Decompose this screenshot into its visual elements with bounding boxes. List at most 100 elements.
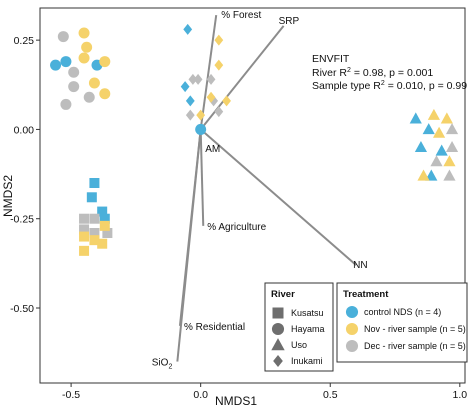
point-diamond-26	[206, 91, 216, 103]
vector-label-3: NN	[353, 260, 367, 271]
legend-treatment-label-1: Nov - river sample (n = 5)	[364, 324, 466, 334]
legend-treatment-label-2: Dec - river sample (n = 5)	[364, 341, 466, 351]
y-tick-label-1: -0.25	[10, 214, 34, 226]
point-triangle-54	[445, 140, 459, 153]
point-diamond-20	[206, 73, 216, 85]
vector-1	[199, 25, 285, 131]
legend-treatment-title: Treatment	[343, 289, 389, 300]
point-square-32	[99, 213, 110, 224]
point-triangle-56	[443, 169, 456, 181]
point-triangle-53	[445, 123, 459, 135]
vector-labels: % Forest SRP AM NN % Agriculture % Residentia…	[152, 10, 368, 370]
legend-river-key-diamond	[273, 354, 283, 368]
envfit-river-stat: River R2 = 0.98, p = 0.001	[312, 67, 433, 79]
legend-river: River Kusatsu Hayama Uso Inukami	[264, 282, 334, 372]
legend-river-label-3: Inukami	[291, 356, 323, 366]
point-diamond-17	[185, 95, 195, 107]
point-diamond-19	[193, 73, 203, 85]
x-tick-label-3: 1.0	[453, 389, 468, 401]
legend-treatment: Treatment control NDS (n = 4) Nov - river…	[336, 282, 468, 363]
legend-river-label-0: Kusatsu	[291, 308, 324, 318]
point-triangle-47	[425, 169, 438, 181]
point-triangle-44	[422, 123, 435, 135]
vector-label-6: SiO2	[152, 358, 173, 371]
point-diamond-22	[214, 106, 224, 118]
point-square-35	[89, 213, 100, 224]
point-diamond-16	[180, 81, 190, 93]
point-square-34	[79, 224, 90, 235]
point-triangle-45	[414, 140, 428, 153]
x-tick-label-0: -0.5	[62, 389, 80, 401]
vector-label-5: % Residential	[184, 322, 245, 333]
point-circle-7	[60, 98, 72, 110]
vector-0	[199, 15, 218, 130]
y-axis-ticks: -0.50 -0.25 0.00 0.25	[10, 35, 40, 315]
legend-river-key-circle	[271, 322, 285, 336]
x-axis-title: NMDS1	[215, 394, 257, 408]
point-diamond-23	[185, 109, 195, 121]
point-circle-10	[78, 52, 90, 64]
point-diamond-27	[222, 95, 231, 107]
vector-label-4: % Agriculture	[207, 222, 266, 233]
data-points	[50, 23, 459, 256]
legend-river-label-1: Hayama	[291, 324, 325, 334]
point-circle-6	[83, 91, 95, 103]
point-triangle-48	[427, 108, 440, 120]
point-circle-13	[99, 88, 111, 100]
point-square-37	[102, 228, 113, 238]
vector-4	[199, 129, 205, 226]
legend-river-title: River	[271, 289, 295, 300]
point-circle-14	[195, 123, 207, 135]
legend-treatment-key-nov	[345, 322, 359, 336]
point-circle-11	[99, 56, 111, 68]
point-diamond-28	[196, 109, 206, 121]
vector-label-0: % Forest	[221, 10, 261, 21]
point-circle-3	[57, 31, 69, 43]
legend-treatment-label-0: control NDS (n = 4)	[364, 307, 441, 317]
point-triangle-51	[443, 155, 456, 167]
plot-panel	[39, 7, 466, 384]
point-square-30	[86, 192, 97, 203]
point-triangle-55	[430, 155, 443, 167]
point-triangle-52	[417, 169, 430, 181]
vector-label-1: SRP	[279, 16, 300, 27]
envfit-title: ENVFIT	[312, 53, 350, 65]
point-square-33	[79, 213, 90, 224]
legend-river-key-square	[272, 307, 284, 319]
point-triangle-49	[440, 112, 453, 124]
vector-label-2: AM	[205, 144, 220, 155]
point-diamond-25	[214, 59, 224, 71]
point-circle-0	[50, 59, 62, 71]
vector-6	[176, 129, 202, 362]
envfit-vectors	[176, 15, 357, 362]
y-tick-label-2: 0.00	[14, 124, 35, 136]
envfit-annotation: ENVFIT River R2 = 0.98, p = 0.001 Sample…	[312, 53, 467, 92]
point-triangle-43	[409, 112, 422, 124]
legend-river-key-triangle	[271, 338, 285, 351]
point-diamond-18	[188, 73, 198, 85]
point-square-31	[97, 206, 108, 217]
legend-river-label-2: Uso	[291, 340, 307, 350]
x-tick-label-1: 0.0	[193, 389, 208, 401]
point-circle-4	[68, 66, 80, 78]
point-circle-5	[68, 81, 80, 93]
x-axis-ticks: -0.5 0.0 0.5 1.0	[62, 383, 467, 401]
plot-border	[39, 7, 466, 384]
vector-3	[200, 128, 357, 266]
point-square-29	[89, 178, 100, 188]
point-triangle-50	[432, 126, 446, 138]
point-circle-1	[60, 56, 72, 68]
point-diamond-15	[183, 23, 193, 35]
point-diamond-24	[214, 34, 224, 46]
point-diamond-21	[209, 95, 219, 107]
point-circle-9	[81, 41, 93, 53]
y-tick-label-3: 0.25	[14, 35, 35, 47]
legend-treatment-key-control	[345, 305, 359, 319]
point-triangle-46	[435, 144, 448, 156]
point-square-39	[79, 245, 90, 256]
point-square-40	[89, 235, 100, 246]
point-square-42	[99, 220, 110, 231]
y-tick-label-0: -0.50	[10, 303, 34, 315]
y-axis-title: NMDS2	[1, 175, 15, 217]
